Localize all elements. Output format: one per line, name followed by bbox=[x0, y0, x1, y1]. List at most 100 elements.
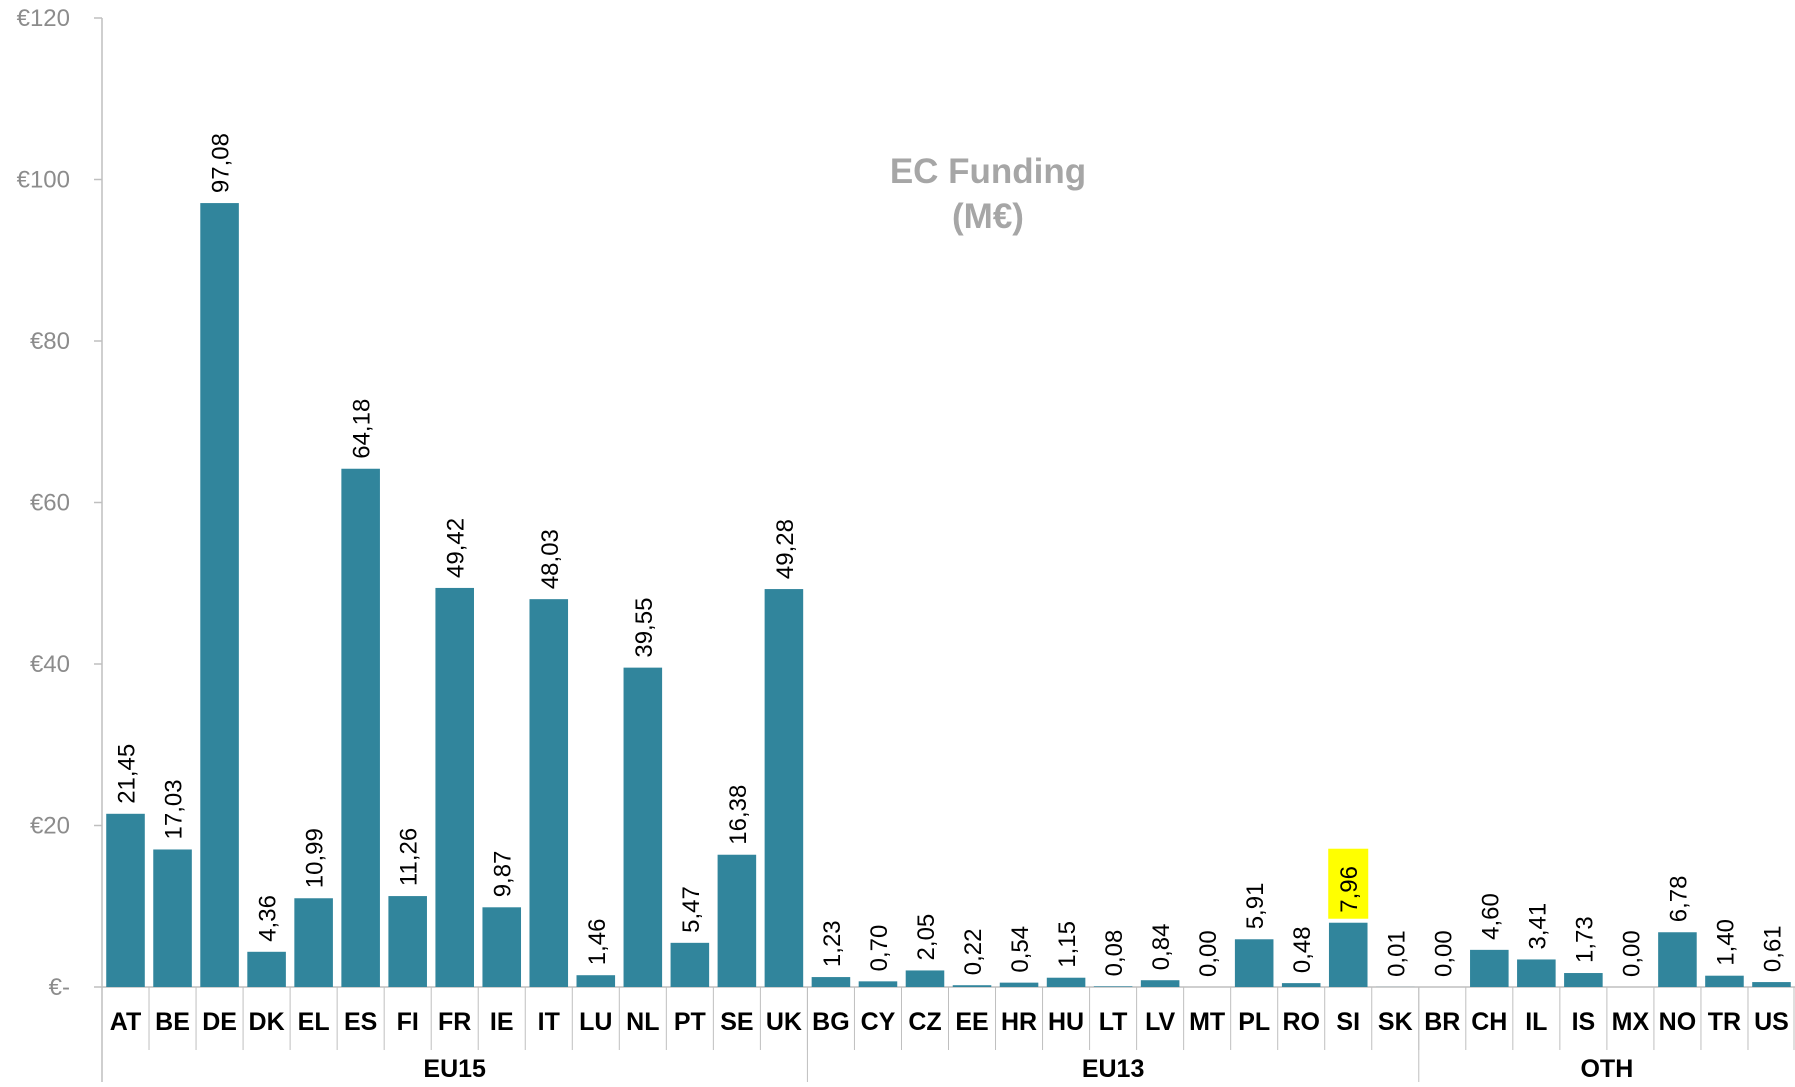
category-label: MT bbox=[1189, 1008, 1225, 1036]
chart-title: EC Funding bbox=[890, 152, 1086, 191]
category-label: LT bbox=[1099, 1008, 1128, 1036]
category-label: RO bbox=[1282, 1008, 1320, 1036]
group-label: EU13 bbox=[1082, 1055, 1145, 1082]
category-label: BR bbox=[1424, 1008, 1460, 1036]
category-label: CY bbox=[861, 1008, 896, 1036]
data-label: 17,03 bbox=[161, 779, 188, 839]
data-label: 1,15 bbox=[1054, 921, 1081, 968]
bar-lv bbox=[1141, 980, 1180, 987]
data-label: 1,46 bbox=[584, 918, 611, 965]
data-label: 0,08 bbox=[1101, 930, 1128, 977]
data-label: 4,36 bbox=[255, 895, 282, 942]
data-label: 0,00 bbox=[1430, 930, 1457, 977]
category-label: DK bbox=[249, 1008, 285, 1036]
bar-at bbox=[106, 814, 145, 987]
data-label: 3,41 bbox=[1524, 903, 1551, 950]
category-label: NL bbox=[626, 1008, 659, 1036]
data-label: 0,54 bbox=[1007, 926, 1034, 973]
y-tick-label: €20 bbox=[30, 813, 70, 840]
category-label: LV bbox=[1145, 1008, 1175, 1036]
bar-it bbox=[529, 599, 568, 987]
y-tick-label: €100 bbox=[17, 167, 70, 194]
bar-ro bbox=[1282, 983, 1321, 987]
data-label: 1,73 bbox=[1571, 916, 1598, 963]
category-label: CZ bbox=[908, 1008, 941, 1036]
category-label: TR bbox=[1708, 1008, 1741, 1036]
data-label: 0,70 bbox=[866, 925, 893, 972]
category-label: ES bbox=[344, 1008, 377, 1036]
bar-ie bbox=[482, 907, 521, 987]
bar-hu bbox=[1047, 978, 1086, 987]
data-label: 0,00 bbox=[1195, 930, 1222, 977]
bar-nl bbox=[624, 668, 663, 987]
data-label: 48,03 bbox=[537, 529, 564, 589]
data-label: 0,01 bbox=[1383, 930, 1410, 977]
data-label: 5,47 bbox=[678, 886, 705, 933]
data-label: 4,60 bbox=[1477, 893, 1504, 940]
bar-us bbox=[1752, 982, 1791, 987]
category-label: NO bbox=[1659, 1008, 1697, 1036]
bar-cz bbox=[906, 970, 945, 987]
data-label: 0,61 bbox=[1759, 925, 1786, 972]
category-label: UK bbox=[766, 1008, 802, 1036]
category-label: IS bbox=[1572, 1008, 1596, 1036]
bar-de bbox=[200, 203, 239, 987]
category-label: FR bbox=[438, 1008, 471, 1036]
bar-be bbox=[153, 849, 192, 987]
category-label: EL bbox=[298, 1008, 330, 1036]
category-label: SI bbox=[1336, 1008, 1360, 1036]
bar-ch bbox=[1470, 950, 1509, 987]
category-label: AT bbox=[110, 1008, 141, 1036]
category-label: US bbox=[1754, 1008, 1789, 1036]
category-label: DE bbox=[202, 1008, 237, 1036]
data-label: 1,40 bbox=[1712, 919, 1739, 966]
bar-bg bbox=[812, 977, 851, 987]
y-tick-label: €80 bbox=[30, 328, 70, 355]
bar-hr bbox=[1000, 983, 1039, 987]
bar-se bbox=[718, 855, 757, 987]
group-label: EU15 bbox=[423, 1055, 486, 1082]
bar-el bbox=[294, 898, 333, 987]
data-label: 1,23 bbox=[819, 920, 846, 967]
data-label: 64,18 bbox=[349, 399, 376, 459]
bar-lt bbox=[1094, 986, 1133, 987]
bar-pt bbox=[671, 943, 710, 987]
data-label: 7,96 bbox=[1336, 866, 1363, 913]
y-tick-label: €40 bbox=[30, 651, 70, 678]
category-label: PL bbox=[1238, 1008, 1270, 1036]
category-label: MX bbox=[1612, 1008, 1650, 1036]
y-tick-label: €60 bbox=[30, 490, 70, 517]
data-label: 9,87 bbox=[490, 851, 517, 898]
data-label: 10,99 bbox=[302, 828, 329, 888]
bar-uk bbox=[765, 589, 804, 987]
data-label: 49,42 bbox=[443, 518, 470, 578]
data-label: 97,08 bbox=[208, 133, 235, 193]
data-label: 16,38 bbox=[725, 785, 752, 845]
category-label: BE bbox=[155, 1008, 190, 1036]
category-label: BG bbox=[812, 1008, 850, 1036]
y-tick-label: €- bbox=[49, 974, 70, 1001]
bar-cy bbox=[859, 981, 898, 987]
data-label: 0,84 bbox=[1148, 923, 1175, 970]
bar-il bbox=[1517, 959, 1556, 987]
category-label: IL bbox=[1525, 1008, 1547, 1036]
category-label: CH bbox=[1471, 1008, 1507, 1036]
bar-is bbox=[1564, 973, 1603, 987]
bar-dk bbox=[247, 952, 286, 987]
bar-ee bbox=[953, 985, 992, 987]
bar-fr bbox=[435, 588, 474, 987]
data-label: 2,05 bbox=[913, 914, 940, 961]
bar-si bbox=[1329, 923, 1368, 987]
chart-subtitle: (M€) bbox=[952, 197, 1024, 236]
bar-lu bbox=[577, 975, 616, 987]
bar-tr bbox=[1705, 976, 1744, 987]
data-label: 0,22 bbox=[960, 929, 987, 976]
category-label: PT bbox=[674, 1008, 706, 1036]
category-label: EE bbox=[955, 1008, 988, 1036]
data-label: 49,28 bbox=[772, 519, 799, 579]
data-label: 21,45 bbox=[114, 744, 141, 804]
bar-es bbox=[341, 469, 380, 987]
category-label: LU bbox=[579, 1008, 612, 1036]
